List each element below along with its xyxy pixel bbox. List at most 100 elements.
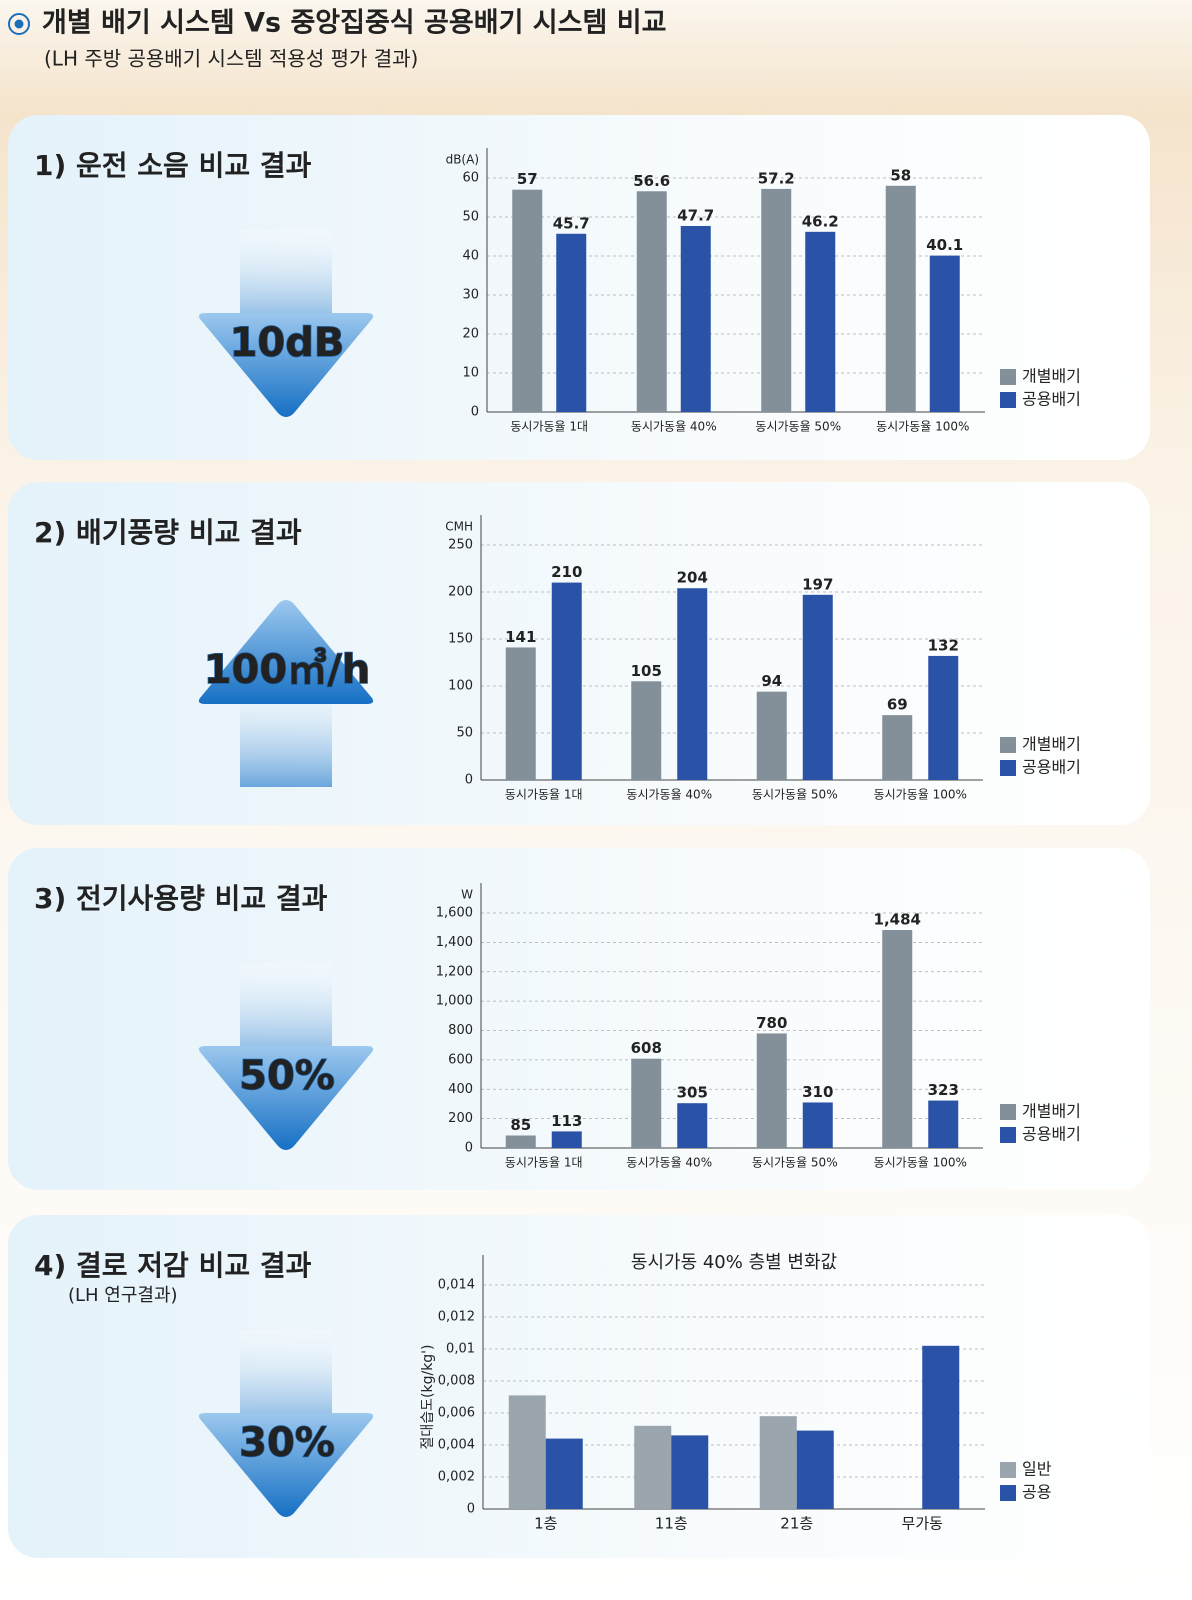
value-label: 305 [677, 1084, 708, 1102]
arrow-head [198, 1413, 374, 1517]
y-axis-label: 절대습도(kg/kg') [420, 1345, 436, 1450]
value-label: 40.1 [926, 236, 963, 254]
bar [805, 231, 836, 412]
legend-label: 개별배기 [1022, 735, 1081, 754]
x-tick-label: 21층 [780, 1515, 813, 1533]
y-tick-label: 50 [456, 726, 473, 741]
y-tick-label: 0 [465, 1141, 473, 1156]
page-subtitle: (LH 주방 공용배기 시스템 적용성 평가 결과) [44, 47, 418, 71]
value-label: 132 [928, 636, 959, 654]
bar [677, 588, 708, 780]
bar [551, 582, 582, 780]
legend-swatch [1000, 369, 1016, 385]
value-label: 85 [510, 1116, 531, 1134]
bar [802, 1102, 833, 1148]
bar [802, 594, 833, 780]
bullet [8, 13, 30, 35]
legend-swatch [1000, 1462, 1016, 1478]
arrow [198, 600, 374, 787]
panel-title: 3) 전기사용량 비교 결과 [34, 882, 328, 915]
bar [922, 1345, 960, 1509]
y-tick-label: 1,400 [436, 935, 473, 950]
legend-swatch [1000, 1104, 1016, 1120]
legend-swatch [1000, 1127, 1016, 1143]
y-tick-label: 0,006 [438, 1406, 475, 1421]
bar [505, 647, 536, 780]
legend-label: 공용배기 [1022, 1125, 1081, 1144]
value-label: 69 [887, 696, 908, 714]
x-tick-label: 동시가동율 1대 [510, 420, 588, 434]
x-tick-label: 동시가동율 40% [626, 1156, 712, 1170]
arrow [198, 963, 374, 1150]
value-label: 56.6 [633, 172, 670, 190]
bar [796, 1430, 834, 1509]
bar [756, 1033, 787, 1148]
x-tick-label: 동시가동율 50% [752, 1156, 838, 1170]
value-label: 94 [761, 672, 782, 690]
bar [505, 1135, 536, 1148]
panel-title: 2) 배기풍량 비교 결과 [34, 516, 302, 549]
y-tick-label: 50 [462, 210, 479, 225]
bar [671, 1435, 709, 1509]
x-tick-label: 동시가동율 100% [874, 788, 967, 802]
value-label: 113 [551, 1112, 582, 1130]
bar [882, 715, 913, 780]
bar [928, 655, 959, 780]
x-tick-label: 동시가동율 50% [755, 420, 841, 434]
value-label: 45.7 [553, 214, 590, 232]
arrow-label: 50% [239, 1053, 335, 1099]
x-tick-label: 동시가동율 100% [876, 420, 969, 434]
x-tick-label: 동시가동율 1대 [505, 1156, 583, 1170]
legend-swatch [1000, 737, 1016, 753]
legend-label: 공용배기 [1022, 390, 1081, 409]
y-tick-label: 250 [448, 538, 473, 553]
y-tick-label: 0 [471, 405, 479, 420]
x-tick-label: 무가동 [902, 1515, 944, 1533]
y-tick-label: 1,000 [436, 994, 473, 1009]
y-tick-label: 1,200 [436, 964, 473, 979]
y-tick-label: 200 [448, 1111, 473, 1126]
x-tick-label: 동시가동율 40% [631, 420, 717, 434]
y-tick-label: 60 [462, 171, 479, 186]
y-tick-label: 150 [448, 632, 473, 647]
y-axis-unit: dB(A) [446, 153, 479, 167]
y-tick-label: 200 [448, 585, 473, 600]
legend-swatch [1000, 760, 1016, 776]
value-label: 310 [802, 1083, 833, 1101]
arrow [198, 1330, 374, 1517]
y-tick-label: 30 [462, 288, 479, 303]
value-label: 1,484 [874, 911, 921, 929]
bar [508, 1395, 546, 1509]
bar [761, 188, 792, 412]
bar [928, 1100, 959, 1148]
bar [631, 1058, 662, 1148]
arrow-label: 30% [239, 1420, 335, 1466]
bar [545, 1438, 583, 1509]
value-label: 323 [928, 1081, 959, 1099]
y-tick-label: 600 [448, 1052, 473, 1067]
y-axis-unit: W [461, 888, 473, 902]
x-tick-label: 동시가동율 100% [874, 1156, 967, 1170]
y-tick-label: 0,01 [446, 1342, 475, 1357]
y-tick-label: 0,012 [438, 1310, 475, 1325]
x-tick-label: 동시가동율 50% [752, 788, 838, 802]
arrow-label: 10dB [230, 320, 345, 366]
bar [631, 681, 662, 780]
value-label: 58 [890, 166, 911, 184]
legend-label: 공용 [1022, 1483, 1051, 1502]
value-label: 204 [677, 569, 708, 587]
content: 1) 운전 소음 비교 결과 10dB 2) 배기풍량 비교 결과 100㎥/h 3) … [8, 115, 1150, 1558]
bar [885, 185, 916, 412]
bar [882, 930, 913, 1148]
bar [636, 191, 667, 412]
x-tick-label: 동시가동율 40% [626, 788, 712, 802]
y-tick-label: 0,008 [438, 1374, 475, 1389]
y-tick-label: 0,002 [438, 1470, 475, 1485]
value-label: 780 [756, 1014, 787, 1032]
bar [551, 1131, 582, 1148]
value-label: 47.7 [677, 206, 714, 224]
arrow-head [198, 600, 374, 704]
bar [512, 189, 543, 412]
bullet-dot [14, 19, 24, 29]
